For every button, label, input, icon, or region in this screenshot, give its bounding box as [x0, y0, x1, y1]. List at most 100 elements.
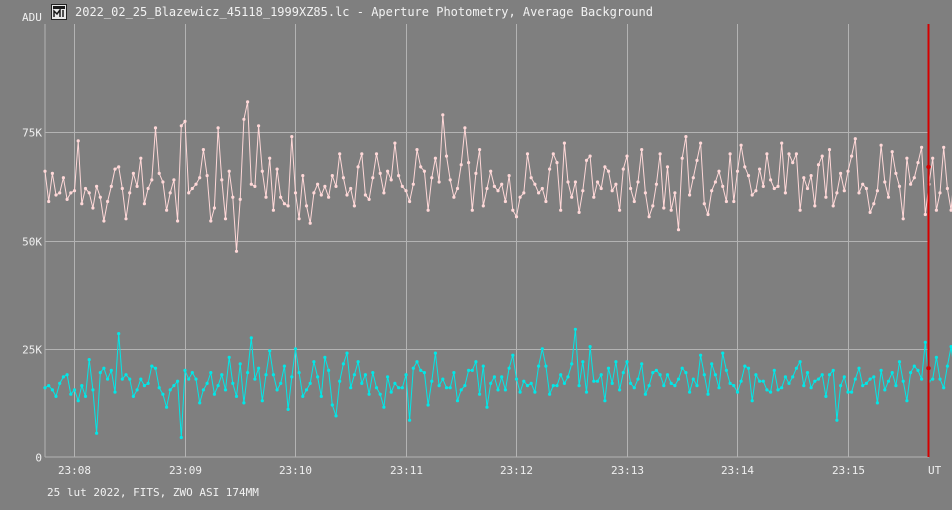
series-lower-point [673, 384, 677, 388]
series-upper-point [765, 152, 769, 156]
series-lower-point [430, 379, 434, 383]
series-lower-point [142, 384, 146, 388]
series-lower-point [109, 368, 113, 372]
series-lower-point [691, 377, 695, 381]
series-upper-point [433, 156, 437, 160]
series-upper-point [691, 176, 695, 180]
series-lower-point [728, 381, 732, 385]
series-upper-point [489, 169, 493, 173]
series-lower-point [212, 392, 216, 396]
time-cursor-group[interactable] [926, 24, 931, 457]
series-lower-point [183, 368, 187, 372]
series-upper-point [658, 152, 662, 156]
series-lower-point [397, 386, 401, 390]
series-upper-point [463, 126, 467, 130]
series-lower-point [330, 403, 334, 407]
series-upper-point [223, 217, 228, 221]
series-upper-point [65, 197, 69, 201]
series-lower-point [842, 375, 846, 379]
window-title-bar: 2022_02_25_Blazewicz_45118_1999XZ85.lc -… [51, 3, 653, 21]
series-upper-point [746, 174, 751, 178]
series-lower-point [540, 347, 544, 351]
series-upper-point [312, 191, 316, 195]
series-upper-point [662, 206, 666, 210]
series-lower-point [522, 379, 526, 383]
series-lower-point [625, 360, 629, 364]
series-upper-point [643, 191, 648, 195]
series-lower-point [268, 349, 272, 353]
series-lower-point [570, 362, 574, 366]
series-lower-point [850, 390, 854, 394]
series-upper-point [153, 126, 158, 130]
series-upper-point [588, 154, 592, 158]
x-tick-label: 23:09 [169, 464, 202, 477]
series-lower-point [721, 351, 725, 355]
series-lower-point [592, 379, 596, 383]
series-lower-point [386, 375, 390, 379]
series-lower-point [942, 386, 946, 390]
series-lower-point [636, 377, 640, 381]
series-lower-point [360, 381, 364, 385]
series-upper-point [234, 249, 239, 253]
series-upper-point [54, 193, 58, 197]
series-lower-point [868, 377, 872, 381]
series-upper-point [879, 143, 883, 147]
series-upper-point [415, 148, 419, 152]
cursor-marker-upper [926, 164, 931, 170]
series-upper-point [632, 199, 636, 204]
series-lower-point [717, 386, 721, 390]
series-lower-point [783, 375, 788, 379]
series-upper-point [168, 191, 172, 195]
series-lower-point [872, 375, 876, 379]
series-upper-point [629, 186, 633, 191]
series-upper-point [680, 156, 684, 160]
series-upper-point [308, 221, 312, 225]
series-lower-point [91, 388, 95, 392]
series-lower-point [835, 418, 839, 422]
series-lower-point [537, 364, 541, 368]
series-lower-point [260, 399, 264, 403]
series-upper-point [772, 186, 776, 191]
series-upper-point [636, 180, 640, 184]
photometry-app-icon[interactable] [51, 4, 67, 20]
cursor-marker-lower [926, 366, 931, 371]
series-lower-point [411, 366, 415, 370]
series-upper-point [448, 178, 452, 182]
series-lower-point [43, 386, 47, 390]
series-upper-point [717, 169, 721, 173]
series-upper-point [176, 219, 180, 223]
series-lower-point [349, 386, 353, 390]
series-lower-point [87, 358, 91, 362]
series-upper-point [109, 184, 113, 188]
series-lower-point [853, 377, 857, 381]
series-upper-point [507, 174, 511, 178]
series-upper-point [419, 165, 423, 169]
series-lower-point [367, 392, 371, 396]
series-lower-point [242, 401, 246, 405]
series-upper-point [374, 152, 379, 156]
series-lower-point [50, 388, 55, 392]
series-upper-point [938, 191, 942, 195]
series-upper-point [422, 169, 426, 173]
series-upper-point [69, 191, 73, 195]
series-lower-point [702, 373, 706, 377]
series-lower-point [227, 355, 231, 359]
series-lower-point [80, 384, 84, 388]
series-lower-point [54, 394, 58, 398]
series-upper-point [595, 180, 600, 184]
series-upper-point [47, 199, 51, 204]
x-tick-label: 23:14 [721, 464, 754, 477]
series-upper-point [816, 163, 821, 167]
series-upper-point [124, 217, 128, 221]
series-lower-point [338, 379, 342, 383]
series-upper-point [444, 154, 449, 158]
series-lower-point [573, 327, 578, 331]
series-lower-point [157, 386, 161, 390]
series-lower-point [393, 381, 397, 385]
series-upper-point [452, 195, 456, 199]
series-upper-point [654, 182, 659, 186]
series-upper-point [316, 182, 320, 186]
series-upper-point [455, 186, 460, 191]
series-lower-point [500, 375, 504, 379]
